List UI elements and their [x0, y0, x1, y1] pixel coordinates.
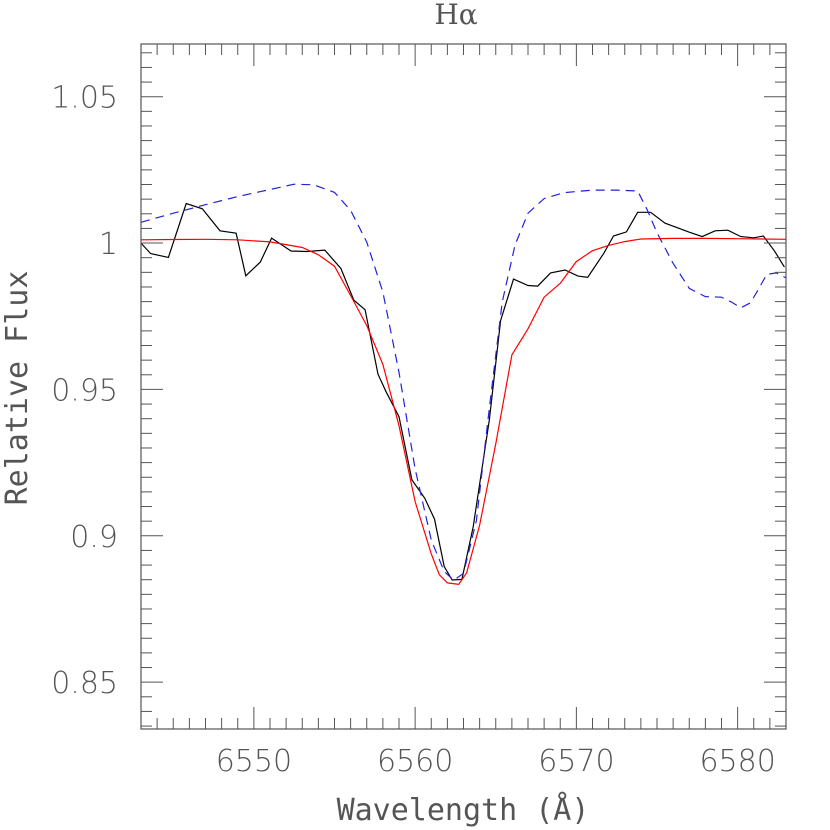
y-tick-labels: 0.85 0.9 0.95 1 1.05 [51, 81, 118, 701]
x-tick-label: 6560 [377, 744, 453, 779]
y-tick-label: 1.05 [51, 81, 118, 116]
x-tick-label: 6580 [699, 744, 775, 779]
series-line-2 [140, 237, 787, 586]
y-axis-label: Relative Flux [0, 271, 35, 506]
x-tick-labels: 6550 6560 6570 6580 [216, 744, 776, 779]
series-line-1 [140, 202, 785, 581]
chart-title: Hα [434, 0, 477, 31]
x-tick-label: 6550 [216, 744, 292, 779]
series-layer [140, 183, 787, 586]
axis-ticks [140, 44, 787, 729]
plot-frame [140, 43, 787, 730]
y-tick-label: 1 [99, 227, 118, 262]
x-axis-label: Wavelength (Å) [337, 792, 590, 828]
y-tick-label: 0.95 [51, 373, 118, 408]
series-line-3 [140, 183, 787, 582]
x-tick-label: 6570 [538, 744, 614, 779]
y-tick-label: 0.9 [70, 520, 118, 555]
y-tick-label: 0.85 [51, 666, 118, 701]
